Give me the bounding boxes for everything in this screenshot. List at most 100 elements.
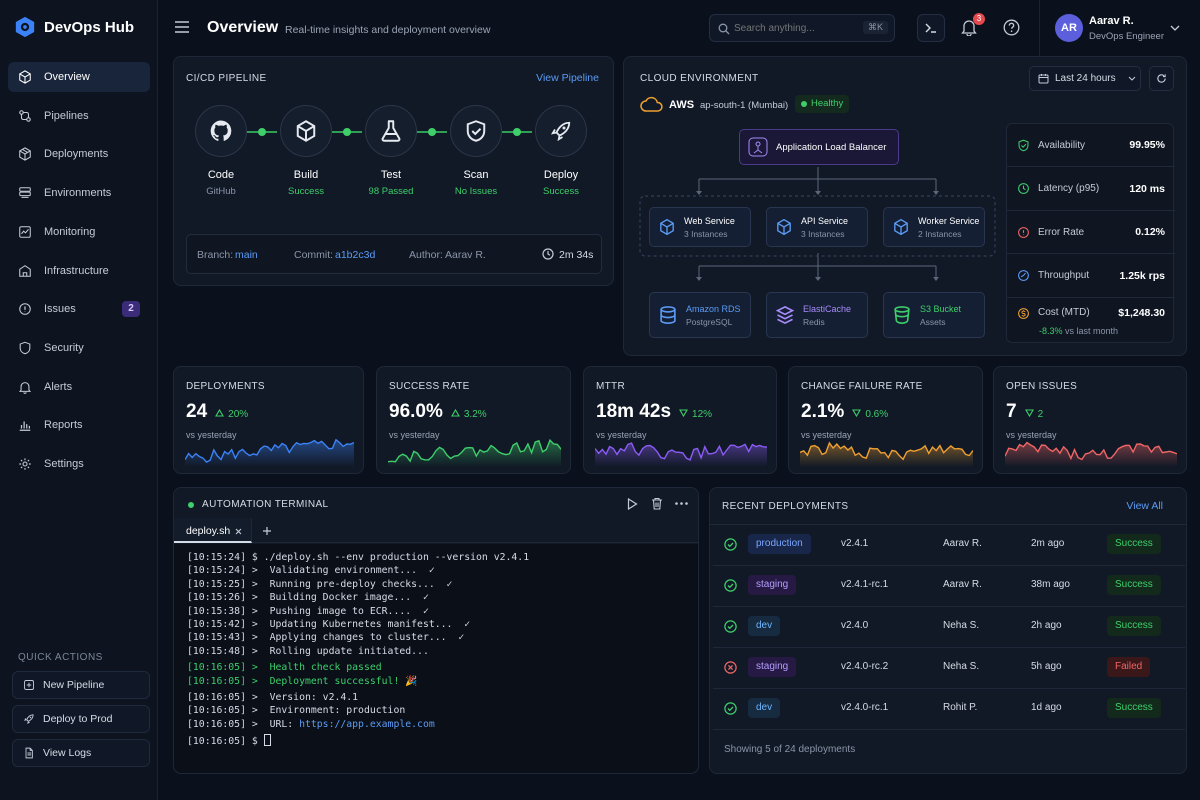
terminal-url[interactable]: https://app.example.com bbox=[299, 718, 435, 730]
refresh-button[interactable] bbox=[1149, 66, 1174, 91]
sidebar-item-reports[interactable]: Reports bbox=[8, 410, 150, 440]
issues-count-badge: 2 bbox=[122, 301, 140, 318]
search-bar[interactable]: ⌘K bbox=[709, 14, 895, 42]
add-tab-icon[interactable] bbox=[262, 526, 272, 536]
trash-icon[interactable] bbox=[651, 497, 663, 510]
sidebar-item-issues[interactable]: Issues 2 bbox=[8, 294, 150, 324]
plus-square-icon bbox=[24, 680, 34, 690]
metric-availability: Availability 99.95% bbox=[1007, 124, 1175, 167]
sidebar-item-pipelines[interactable]: Pipelines bbox=[8, 101, 150, 131]
deployment-time: 5h ago bbox=[1031, 661, 1062, 672]
close-icon[interactable] bbox=[235, 528, 242, 535]
kpi-card-open-issues[interactable]: OPEN ISSUES 7 2 vs yesterday bbox=[993, 366, 1187, 474]
view-all-link[interactable]: View All bbox=[1126, 500, 1163, 512]
env-badge: dev bbox=[748, 616, 781, 636]
stage-connector bbox=[417, 128, 447, 136]
notifications-button[interactable]: 3 bbox=[961, 13, 985, 38]
sidebar-item-infrastructure[interactable]: Infrastructure bbox=[8, 256, 150, 286]
kpi-card-deployments[interactable]: DEPLOYMENTS 24 20% vs yesterday bbox=[173, 366, 364, 474]
stage-status: No Issues bbox=[454, 186, 498, 197]
store-name: Amazon RDS bbox=[686, 303, 741, 314]
chevron-down-icon[interactable] bbox=[1170, 25, 1180, 31]
sidebar-item-security[interactable]: Security bbox=[8, 333, 150, 363]
sidebar-item-monitoring[interactable]: Monitoring bbox=[8, 217, 150, 247]
branch-value[interactable]: main bbox=[235, 249, 258, 261]
row-status-icon-wrap bbox=[723, 537, 738, 555]
sidebar-item-label: Alerts bbox=[44, 380, 73, 393]
service-instances: 2 Instances bbox=[918, 228, 962, 239]
stage-circle bbox=[365, 105, 417, 157]
terminal-text: > Validating environment... ✓ bbox=[251, 565, 435, 577]
kpi-card-mttr[interactable]: MTTR 18m 42s 12% vs yesterday bbox=[583, 366, 777, 474]
deployment-row[interactable]: dev v2.4.0-rc.1 Rohit P. 1d ago Success bbox=[713, 689, 1185, 730]
architecture-connectors bbox=[639, 167, 996, 281]
kpi-card-success-rate[interactable]: SUCCESS RATE 96.0% 3.2% vs yesterday bbox=[376, 366, 571, 474]
quick-action-deploy-to-prod[interactable]: Deploy to Prod bbox=[12, 705, 150, 733]
chart-icon bbox=[19, 226, 31, 238]
search-input[interactable] bbox=[734, 20, 854, 36]
deployment-row[interactable]: dev v2.4.0 Neha S. 2h ago Success bbox=[713, 607, 1185, 648]
alert-icon bbox=[1018, 226, 1029, 238]
time-range-select[interactable]: Last 24 hours bbox=[1029, 66, 1141, 91]
shield-check-icon bbox=[466, 120, 486, 142]
sidebar-item-deployments[interactable]: Deployments bbox=[8, 139, 150, 169]
menu-icon[interactable] bbox=[174, 20, 190, 34]
sidebar-item-label: Security bbox=[44, 341, 84, 354]
terminal-timestamp: [10:15:38] bbox=[187, 605, 246, 617]
kpi-delta-value: 12% bbox=[692, 409, 713, 420]
kpi-card-change-failure-rate[interactable]: CHANGE FAILURE RATE 2.1% 0.6% vs yesterday bbox=[788, 366, 983, 474]
service-instances: 3 Instances bbox=[684, 228, 728, 239]
search-icon bbox=[718, 23, 730, 35]
box-icon bbox=[296, 120, 316, 142]
row-status-icon-wrap bbox=[723, 578, 738, 596]
deployment-row[interactable]: staging v2.4.0-rc.2 Neha S. 5h ago Failed bbox=[713, 648, 1185, 689]
pipeline-stage-test[interactable]: Test 98 Passed bbox=[361, 105, 421, 197]
check-circle-icon bbox=[724, 579, 737, 592]
cloud-card: CLOUD ENVIRONMENT Last 24 hours AWS ap-s… bbox=[623, 56, 1187, 356]
pipeline-stage-deploy[interactable]: Deploy Success bbox=[531, 105, 591, 197]
sidebar-item-environments[interactable]: Environments bbox=[8, 178, 150, 208]
commit-value[interactable]: a1b2c3d bbox=[335, 249, 376, 261]
pipeline-stage-code[interactable]: Code GitHub bbox=[191, 105, 251, 197]
metric-throughput: Throughput 1.25k rps bbox=[1007, 255, 1175, 298]
pipeline-card: CI/CD PIPELINE View Pipeline Code GitHub B… bbox=[173, 56, 614, 286]
service-node-web-service[interactable]: Web Service 3 Instances bbox=[649, 207, 751, 247]
terminal-button[interactable] bbox=[917, 14, 945, 42]
triangle-up-icon bbox=[450, 408, 460, 417]
service-node-api-service[interactable]: API Service 3 Instances bbox=[766, 207, 868, 247]
help-icon[interactable] bbox=[1003, 19, 1020, 36]
store-name: ElastiCache bbox=[803, 303, 852, 314]
quick-action-new-pipeline[interactable]: New Pipeline bbox=[12, 671, 150, 699]
sidebar-item-overview[interactable]: Overview bbox=[8, 62, 150, 92]
stage-connector bbox=[332, 128, 362, 136]
view-pipeline-link[interactable]: View Pipeline bbox=[536, 72, 599, 84]
app-logo[interactable]: DevOps Hub bbox=[14, 16, 134, 38]
kpi-delta: 2 bbox=[1024, 409, 1043, 420]
deployment-row[interactable]: staging v2.4.1-rc.1 Aarav R. 38m ago Success bbox=[713, 566, 1185, 607]
notification-count: 3 bbox=[973, 13, 985, 25]
store-node-amazon-rds[interactable]: Amazon RDS PostgreSQL bbox=[649, 292, 751, 338]
store-node-s3-bucket[interactable]: S3 Bucket Assets bbox=[883, 292, 985, 338]
avatar[interactable]: AR bbox=[1055, 14, 1083, 42]
pipeline-stage-build[interactable]: Build Success bbox=[276, 105, 336, 197]
kpi-title: MTTR bbox=[596, 381, 625, 392]
calendar-icon bbox=[1038, 74, 1049, 84]
terminal-text: > Building Docker image... ✓ bbox=[251, 592, 429, 604]
kpi-sparkline bbox=[1005, 441, 1177, 467]
bucket-icon bbox=[894, 306, 910, 324]
deployment-row[interactable]: production v2.4.1 Aarav R. 2m ago Success bbox=[713, 525, 1185, 566]
kpi-delta-value: 0.6% bbox=[865, 409, 889, 420]
terminal-body[interactable] bbox=[174, 544, 698, 773]
service-node-worker-service[interactable]: Worker Service 2 Instances bbox=[883, 207, 985, 247]
store-node-elasticache[interactable]: ElastiCache Redis bbox=[766, 292, 868, 338]
author-value: Aarav R. bbox=[445, 249, 486, 261]
pipeline-stage-scan[interactable]: Scan No Issues bbox=[446, 105, 506, 197]
sidebar-item-alerts[interactable]: Alerts bbox=[8, 372, 150, 402]
load-balancer-node[interactable]: Application Load Balancer bbox=[739, 129, 899, 165]
quick-action-view-logs[interactable]: View Logs bbox=[12, 739, 150, 767]
load-balancer-label: Application Load Balancer bbox=[776, 141, 887, 153]
terminal-tab[interactable]: deploy.sh bbox=[174, 518, 252, 543]
play-icon[interactable] bbox=[627, 498, 638, 510]
more-icon[interactable] bbox=[675, 502, 688, 505]
sidebar-item-settings[interactable]: Settings bbox=[8, 449, 150, 479]
